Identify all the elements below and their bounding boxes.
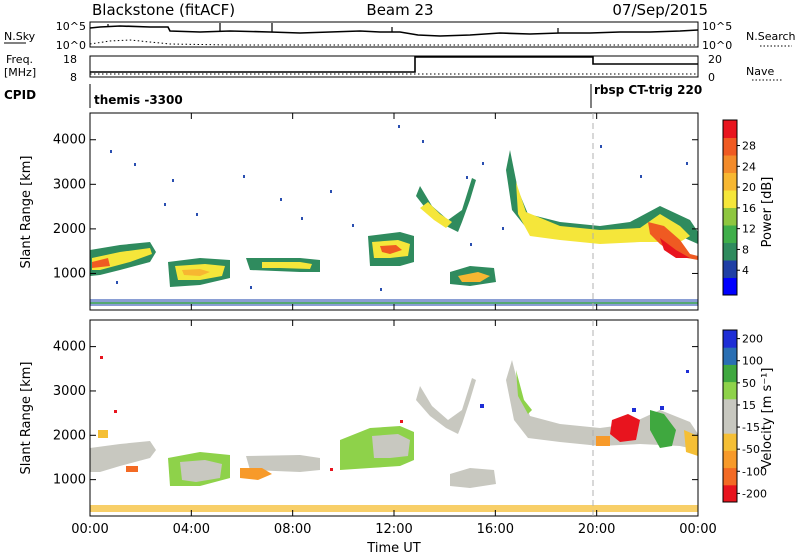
colorbar-segment — [723, 467, 737, 486]
y-tick-label: 1000 — [53, 266, 86, 281]
y-tick-label: 4000 — [53, 133, 86, 148]
freq-tick-low: 8 — [70, 71, 77, 84]
freq-line — [90, 56, 698, 73]
colorbar-segment — [723, 137, 737, 156]
colorbar-segment — [723, 433, 737, 451]
nsearch-tick-low: 10^0 — [702, 39, 732, 52]
colorbar-segment — [723, 120, 737, 138]
colorbar-tick-label: -200 — [742, 487, 767, 500]
power-panel: 1000 2000 3000 4000 Slant Range [km] 4 8 12 16… — [19, 112, 775, 311]
power-data — [90, 125, 698, 306]
freq-unit: [MHz] — [4, 66, 36, 79]
colorbar-tick-label: -15 — [742, 421, 760, 434]
colorbar-segment — [723, 277, 737, 296]
cpid-label: CPID — [4, 88, 36, 102]
colorbar-segment — [723, 207, 737, 226]
colorbar-segment — [723, 381, 737, 400]
colorbar-frame — [722, 329, 738, 503]
colorbar-tick-label: 8 — [742, 243, 749, 256]
velocity-data — [90, 356, 698, 512]
velocity-ylabel: Slant Range [km] — [19, 362, 34, 475]
x-axis-title: Time UT — [366, 541, 420, 554]
power-ylabel: Slant Range [km] — [19, 156, 34, 269]
colorbar-tick-label: 15 — [742, 399, 756, 412]
x-tick-label: 16:00 — [477, 522, 514, 537]
colorbar-tick-label: 100 — [742, 355, 763, 368]
colorbar-segment — [723, 225, 737, 243]
colorbar-segment — [723, 190, 737, 208]
nsky-label: N.Sky — [4, 30, 36, 43]
y-tick-label: 2000 — [53, 222, 86, 237]
colorbar-tick-label: 16 — [742, 202, 756, 215]
nave-label: Nave — [746, 65, 774, 78]
velocity-colorbar: 200 100 50 15 -15 -50 -100 -200 — [722, 329, 767, 503]
colorbar-tick-label: -50 — [742, 443, 760, 456]
colorbar-segment — [723, 450, 737, 469]
colorbar-tick-label: 12 — [742, 223, 756, 236]
colorbar-tick-label: 4 — [742, 264, 749, 277]
colorbar-tick-label: 28 — [742, 140, 756, 153]
colorbar-segment — [723, 484, 737, 503]
power-colorbar: 4 8 12 16 20 24 28 — [722, 119, 756, 296]
cpid-panel: CPID themis -3300 rbsp CT-trig 220 — [4, 83, 702, 108]
colorbar-segment — [723, 364, 737, 383]
colorbar-segment — [723, 155, 737, 173]
nsky-tick-high: 10^5 — [56, 20, 86, 33]
x-tick-label: 12:00 — [375, 522, 412, 537]
colorbar-segment — [723, 172, 737, 191]
nsearch-tick-high: 10^5 — [702, 20, 732, 33]
colorbar-tick-label: 20 — [742, 181, 756, 194]
velocity-colorbar-label: Velocity [m s⁻¹] — [760, 368, 775, 469]
colorbar-tick-label: 24 — [742, 160, 756, 173]
y-tick-label: 1000 — [53, 473, 86, 488]
colorbar-segment — [723, 242, 737, 261]
nsky-tick-low: 10^0 — [56, 39, 86, 52]
x-tick-label: 04:00 — [173, 522, 210, 537]
colorbar-segment — [723, 398, 737, 417]
colorbar-segment — [723, 416, 737, 434]
nave-tick-low: 0 — [708, 71, 715, 84]
date-title: 07/Sep/2015 — [612, 1, 708, 19]
cpid-segment-1: themis -3300 — [94, 93, 183, 107]
colorbar-tick-label: 200 — [742, 333, 763, 346]
nave-tick-high: 20 — [708, 53, 722, 66]
x-tick-label: 00:00 — [71, 522, 108, 537]
y-tick-label: 2000 — [53, 428, 86, 443]
freq-panel: Freq. [MHz] 18 8 20 0 Nave — [4, 53, 782, 84]
nsky-panel: N.Sky 10^5 10^0 10^5 10^0 N.Search — [4, 20, 796, 52]
nsearch-line — [89, 39, 698, 46]
nsky-line — [89, 25, 699, 37]
cpid-segment-2: rbsp CT-trig 220 — [594, 83, 702, 97]
colorbar-segment — [723, 347, 737, 365]
colorbar-segment — [723, 330, 737, 348]
x-tick-label: 20:00 — [578, 522, 615, 537]
nsearch-label: N.Search — [746, 30, 796, 43]
station-title: Blackstone (fitACF) — [92, 1, 235, 19]
beam-title: Beam 23 — [366, 1, 433, 19]
colorbar-tick-label: 50 — [742, 377, 756, 390]
colorbar-segment — [723, 260, 737, 278]
nsky-spikes — [107, 23, 559, 33]
freq-label: Freq. — [6, 53, 33, 66]
y-tick-label: 3000 — [53, 384, 86, 399]
power-speckle — [110, 125, 688, 291]
y-tick-label: 3000 — [53, 177, 86, 192]
colorbar-tick-label: -100 — [742, 465, 767, 478]
x-tick-label: 00:00 — [679, 522, 716, 537]
y-tick-label: 4000 — [53, 340, 86, 355]
power-colorbar-label: Power [dB] — [760, 177, 775, 248]
x-tick-label: 08:00 — [274, 522, 311, 537]
velocity-panel: 1000 2000 3000 4000 Slant Range [km] 200 100… — [19, 319, 775, 517]
freq-tick-high: 18 — [63, 53, 77, 66]
